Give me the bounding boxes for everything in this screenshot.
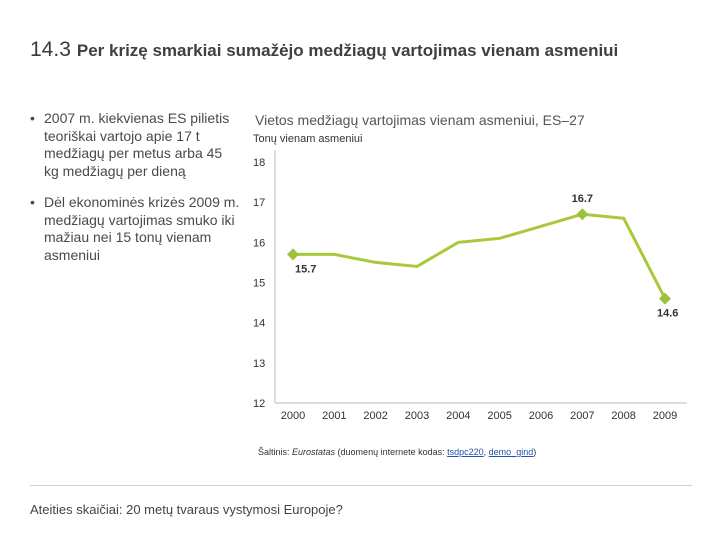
- x-tick-label: 2001: [322, 410, 346, 422]
- footer-text: Ateities skaičiai: 20 metų tvaraus vysty…: [30, 502, 343, 517]
- y-tick-label: 16: [253, 237, 265, 249]
- slide-title: 14.3 Per krizę smarkiai sumažėjo medžiagų…: [30, 38, 618, 62]
- data-point-marker: [659, 292, 671, 305]
- x-tick-label: 2009: [653, 410, 677, 422]
- bullet-list: • 2007 m. kiekvienas ES pilietis teorišk…: [30, 110, 240, 278]
- slide-number: 14.3: [30, 38, 71, 61]
- bullet-item: • 2007 m. kiekvienas ES pilietis teorišk…: [30, 110, 240, 180]
- y-tick-label: 18: [253, 157, 265, 169]
- source-note: Šaltinis: Eurostatas (duomenų internete …: [258, 447, 536, 457]
- bullet-text: Dėl ekonominės krizės 2009 m. medžiagų v…: [44, 194, 240, 263]
- bullet-text: 2007 m. kiekvienas ES pilietis teoriškai…: [44, 110, 230, 179]
- source-middle: (duomenų internete kodas:: [335, 447, 448, 457]
- x-tick-label: 2002: [363, 410, 387, 422]
- x-tick-label: 2006: [529, 410, 553, 422]
- series-line: [293, 212, 667, 300]
- source-suffix: ): [533, 447, 537, 457]
- y-tick-label: 12: [253, 398, 265, 410]
- data-label: 15.7: [295, 263, 316, 275]
- bullet-marker: •: [30, 110, 35, 126]
- source-prefix: Šaltinis:: [258, 447, 293, 457]
- x-tick-label: 2007: [570, 410, 594, 422]
- source-link-demo-gind[interactable]: demo_gind: [488, 447, 534, 457]
- x-tick-label: 2000: [281, 410, 305, 422]
- y-tick-label: 17: [253, 197, 265, 209]
- x-tick-label: 2004: [446, 410, 470, 422]
- chart-title: Vietos medžiagų vartojimas vienam asmeni…: [255, 112, 585, 128]
- footer-divider: [30, 485, 692, 486]
- data-label: 14.6: [657, 308, 678, 320]
- data-label: 16.7: [572, 193, 593, 205]
- x-tick-label: 2003: [405, 410, 429, 422]
- slide-heading: Per krizę smarkiai sumažėjo medžiagų var…: [76, 41, 619, 60]
- source-org: Eurostatas: [292, 447, 336, 457]
- source-link-tsdpc220[interactable]: tsdpc220: [447, 447, 484, 457]
- y-tick-label: 14: [253, 318, 265, 330]
- source-separator: ,: [483, 447, 489, 457]
- data-point-marker: [287, 248, 299, 261]
- y-axis-label: Tonų vienam asmeniui: [253, 133, 363, 145]
- bullet-item: • Dėl ekonominės krizės 2009 m. medžiagų…: [30, 194, 240, 264]
- data-point-marker: [576, 208, 589, 221]
- y-tick-label: 15: [253, 278, 265, 290]
- bullet-marker: •: [30, 194, 35, 210]
- line-chart: 12 13 14 15 16 17 18 2000 2001 2002 2003 2004 2005 20…: [253, 150, 687, 422]
- x-tick-label: 2008: [611, 410, 635, 422]
- x-tick-label: 2005: [487, 410, 511, 422]
- y-tick-label: 13: [253, 358, 265, 370]
